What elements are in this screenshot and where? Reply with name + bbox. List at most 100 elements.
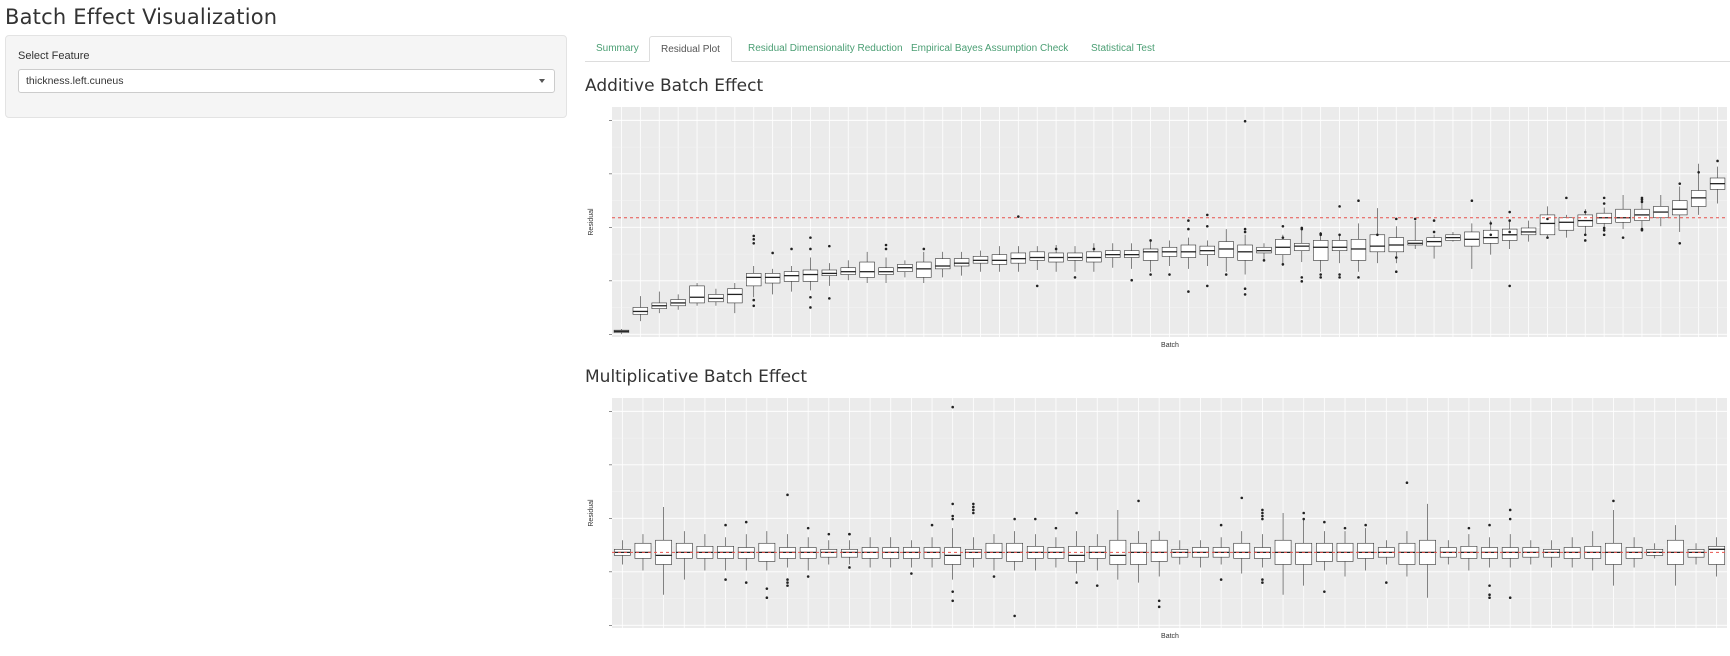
outlier-point bbox=[1394, 217, 1398, 221]
feature-select-value: thickness.left.cuneus bbox=[26, 75, 124, 87]
outlier-point bbox=[1017, 215, 1020, 218]
tab-residual-plot[interactable]: Residual Plot bbox=[649, 36, 732, 62]
tab-residual-dimensionality-reduction[interactable]: Residual Dimensionality Reduction bbox=[748, 43, 903, 54]
outlier-point bbox=[930, 523, 934, 527]
box-iqr bbox=[1357, 542, 1375, 559]
box-33 bbox=[1274, 513, 1292, 595]
feature-select[interactable]: thickness.left.cuneus bbox=[18, 69, 555, 93]
additive-section-title: Additive Batch Effect bbox=[585, 76, 764, 96]
box-iqr bbox=[634, 542, 652, 559]
outlier-point bbox=[1583, 210, 1587, 214]
outlier-point bbox=[1300, 280, 1304, 283]
outlier-point bbox=[1508, 219, 1511, 222]
tab-summary[interactable]: Summary bbox=[596, 43, 639, 54]
outlier-point bbox=[1243, 227, 1247, 231]
box-9 bbox=[764, 251, 781, 295]
box-5 bbox=[689, 283, 705, 306]
box-16 bbox=[897, 260, 913, 278]
box-iqr bbox=[1150, 539, 1168, 562]
box-34 bbox=[1237, 119, 1253, 296]
outlier-point bbox=[806, 526, 810, 530]
outlier-point bbox=[1075, 511, 1078, 515]
outlier-point bbox=[790, 247, 793, 251]
box-43 bbox=[1407, 217, 1423, 249]
outlier-point bbox=[1583, 239, 1587, 242]
outlier-point bbox=[806, 575, 810, 578]
box-47 bbox=[1483, 220, 1499, 255]
x-axis-label: Batch bbox=[1161, 633, 1179, 640]
box-iqr bbox=[916, 261, 932, 278]
y-axis-label: Residual bbox=[588, 208, 595, 236]
outlier-point bbox=[1489, 222, 1493, 225]
outlier-point bbox=[1013, 614, 1016, 618]
box-33 bbox=[1218, 229, 1234, 276]
outlier-point bbox=[1013, 517, 1016, 521]
outlier-point bbox=[1508, 517, 1512, 521]
box-iqr bbox=[1708, 545, 1726, 565]
outlier-point bbox=[1281, 263, 1285, 266]
outlier-point bbox=[1205, 213, 1209, 217]
box-iqr bbox=[820, 549, 838, 558]
outlier-point bbox=[1205, 224, 1209, 228]
box-6 bbox=[708, 288, 724, 306]
outlier-point bbox=[1092, 247, 1096, 251]
outlier-point bbox=[1432, 219, 1436, 222]
outlier-point bbox=[1187, 290, 1190, 293]
outlier-point bbox=[752, 304, 756, 308]
outlier-point bbox=[827, 532, 831, 536]
outlier-point bbox=[1054, 526, 1058, 530]
plot-panel-group bbox=[609, 398, 1727, 628]
outlier-point bbox=[1073, 276, 1077, 279]
box-iqr bbox=[675, 542, 693, 559]
box-24 bbox=[1048, 245, 1064, 272]
box-19 bbox=[953, 251, 970, 276]
outlier-point bbox=[1302, 511, 1306, 515]
box-iqr bbox=[1068, 545, 1085, 562]
box-51 bbox=[1558, 196, 1575, 238]
outlier-point bbox=[786, 493, 789, 497]
caret-down-icon bbox=[539, 79, 545, 83]
box-42 bbox=[1388, 217, 1404, 273]
box-iqr bbox=[727, 288, 743, 304]
outlier-point bbox=[1261, 511, 1264, 515]
outlier-point bbox=[724, 578, 727, 581]
box-32 bbox=[1254, 508, 1271, 584]
box-10 bbox=[783, 247, 800, 292]
tab-empirical-bayes-assumption-check[interactable]: Empirical Bayes Assumption Check bbox=[911, 43, 1069, 54]
x-axis-label: Batch bbox=[1161, 342, 1179, 349]
box-25 bbox=[1067, 246, 1083, 279]
outlier-point bbox=[1488, 523, 1491, 527]
box-iqr bbox=[764, 273, 781, 284]
box-54 bbox=[1708, 537, 1726, 577]
box-4 bbox=[670, 294, 686, 310]
outlier-point bbox=[1149, 273, 1152, 276]
box-45 bbox=[1445, 231, 1461, 242]
box-iqr bbox=[1687, 549, 1705, 558]
outlier-point bbox=[1432, 230, 1436, 234]
box-32 bbox=[1199, 213, 1215, 288]
outlier-point bbox=[1137, 499, 1140, 503]
outlier-point bbox=[1394, 256, 1398, 259]
box-17 bbox=[944, 405, 962, 603]
outlier-point bbox=[1697, 171, 1700, 174]
box-56 bbox=[1653, 195, 1669, 227]
outlier-point bbox=[724, 523, 727, 527]
box-iqr bbox=[689, 285, 705, 304]
outlier-point bbox=[1323, 590, 1326, 593]
outlier-point bbox=[1602, 233, 1606, 237]
outlier-point bbox=[1157, 605, 1161, 609]
outlier-point bbox=[1467, 526, 1471, 530]
outlier-point bbox=[752, 238, 756, 241]
outlier-point bbox=[786, 578, 789, 581]
box-13 bbox=[840, 260, 856, 281]
outlier-point bbox=[1385, 581, 1388, 584]
outlier-point bbox=[1319, 276, 1322, 279]
outlier-point bbox=[1565, 196, 1568, 200]
box-26 bbox=[1130, 499, 1147, 583]
outlier-point bbox=[828, 244, 831, 248]
outlier-point bbox=[951, 514, 954, 518]
outlier-point bbox=[1508, 230, 1511, 234]
outlier-point bbox=[1302, 517, 1306, 521]
outlier-point bbox=[1261, 517, 1264, 521]
tab-statistical-test[interactable]: Statistical Test bbox=[1091, 43, 1155, 54]
